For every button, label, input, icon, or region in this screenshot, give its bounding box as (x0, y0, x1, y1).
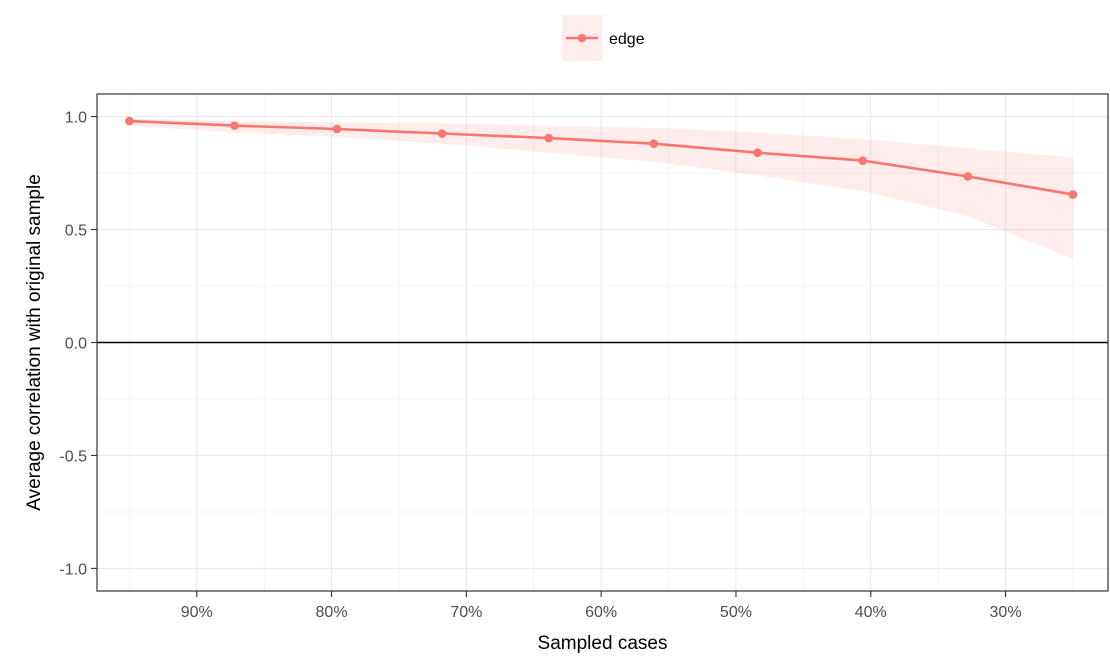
y-axis-title: Average correlation with original sample (24, 174, 45, 511)
data-point-edge-5 (649, 139, 659, 148)
y-tick-label-1: 0.5 (65, 223, 87, 240)
x-tick-label-3: 60% (585, 604, 617, 621)
y-tick-label-0: 1.0 (65, 110, 87, 127)
data-point-edge-0 (125, 116, 134, 126)
y-tick-label-4: -1.0 (59, 561, 87, 578)
y-tick-label-3: -0.5 (59, 448, 87, 465)
legend: edge (562, 15, 645, 61)
data-point-edge-3 (437, 129, 447, 138)
data-point-edge-4 (544, 133, 553, 143)
x-tick-label-4: 50% (720, 604, 752, 621)
data-point-edge-6 (753, 148, 762, 158)
data-point-edge-1 (230, 121, 239, 130)
series-line-edge (129, 119, 1074, 196)
y-tick-label-2: 0.0 (65, 336, 87, 353)
confidence-ribbon-edge (129, 118, 1073, 259)
legend-label-edge: edge (609, 31, 645, 48)
data-point-edge-8 (963, 172, 973, 181)
series-layer (125, 116, 1078, 199)
x-tick-label-0: 90% (181, 604, 213, 621)
confidence-ribbon-layer (129, 118, 1073, 259)
x-tick-label-5: 40% (855, 604, 887, 621)
x-tick-label-6: 30% (990, 604, 1022, 621)
y-axis: 1.0 0.5 0.0 -0.5 -1.0 (59, 110, 97, 578)
data-point-edge-2 (332, 124, 342, 134)
x-axis: 90% 80% 70% 60% 50% 40% 30% (181, 591, 1022, 621)
x-tick-label-2: 70% (450, 604, 482, 621)
data-point-edge-7 (858, 156, 867, 165)
data-point-edge-9 (1068, 190, 1078, 199)
x-tick-label-1: 80% (316, 604, 348, 621)
x-axis-title: Sampled cases (538, 633, 668, 654)
legend-key-point (577, 33, 587, 43)
